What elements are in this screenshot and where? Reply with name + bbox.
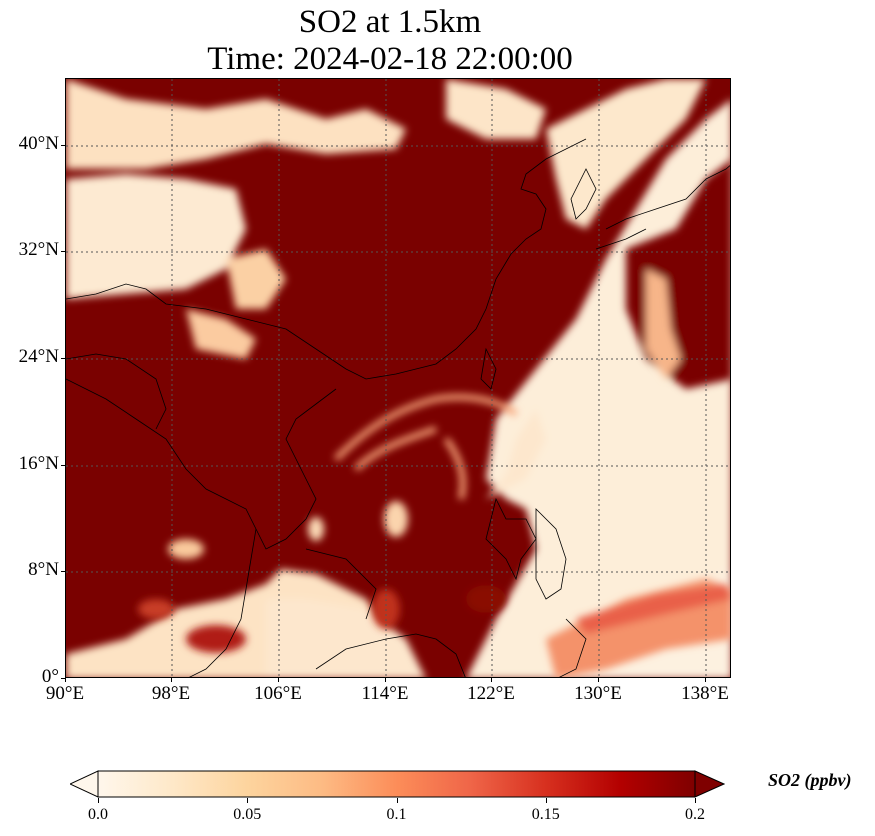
colorbar-tick-label: 0.1	[386, 806, 407, 823]
colorbar-tick-label: 0.2	[685, 806, 705, 823]
so2-field-map	[66, 79, 730, 677]
lat-tick-label: 24°N	[18, 346, 59, 367]
colorbar-tick-label: 0.0	[88, 806, 108, 823]
lat-tick-mark	[61, 465, 65, 466]
colorbar-extend-high	[694, 770, 725, 798]
lat-tick-mark	[61, 571, 65, 572]
map-title: SO2 at 1.5km	[298, 4, 482, 40]
lat-tick-mark	[61, 358, 65, 359]
colorbar-label: SO2 (ppbv)	[768, 770, 852, 790]
lon-tick-label: 130°E	[574, 683, 622, 704]
lon-tick-mark	[598, 678, 599, 682]
lon-tick-label: 90°E	[45, 683, 85, 704]
so2-japan-region	[546, 79, 730, 389]
lon-tick-label: 98°E	[151, 683, 191, 704]
map-gridlines	[66, 79, 730, 677]
map-subtitle-time: Time: 2024-02-18 22:00:00	[207, 41, 573, 77]
colorbar-tick-label: 0.05	[233, 806, 262, 823]
lat-tick-label: 8°N	[28, 559, 59, 580]
lon-tick-label: 114°E	[361, 683, 409, 704]
lat-tick-label: 40°N	[18, 133, 59, 154]
lat-tick-mark	[61, 145, 65, 146]
lon-tick-mark	[385, 678, 386, 682]
lat-tick-label: 32°N	[18, 239, 59, 260]
so2-southeast-band	[546, 579, 730, 677]
lon-tick-label: 138°E	[681, 683, 729, 704]
lon-tick-mark	[65, 678, 66, 682]
colorbar-tick-label: 0.15	[531, 806, 560, 823]
colorbar-tick-mark	[695, 798, 696, 803]
lat-tick-mark	[61, 251, 65, 252]
lon-tick-label: 122°E	[467, 683, 515, 704]
colorbar-tick-mark	[396, 798, 398, 803]
colorbar-tick-mark	[247, 798, 249, 803]
coastlines	[66, 138, 730, 677]
lon-tick-label: 106°E	[254, 683, 302, 704]
colorbar-tick-mark	[545, 798, 547, 803]
colorbar	[70, 770, 725, 798]
lon-tick-mark	[278, 678, 279, 682]
lon-tick-mark	[705, 678, 706, 682]
map-panel	[65, 78, 731, 678]
lon-tick-mark	[491, 678, 492, 682]
colorbar-tick-mark	[98, 798, 99, 803]
lat-tick-label: 0°	[41, 666, 59, 687]
lon-tick-mark	[171, 678, 172, 682]
so2-swirl-streaks	[333, 394, 518, 500]
lat-tick-mark	[61, 678, 65, 679]
colorbar-bar	[97, 770, 696, 798]
lat-tick-label: 16°N	[18, 453, 59, 474]
colorbar-extend-low	[70, 770, 99, 798]
